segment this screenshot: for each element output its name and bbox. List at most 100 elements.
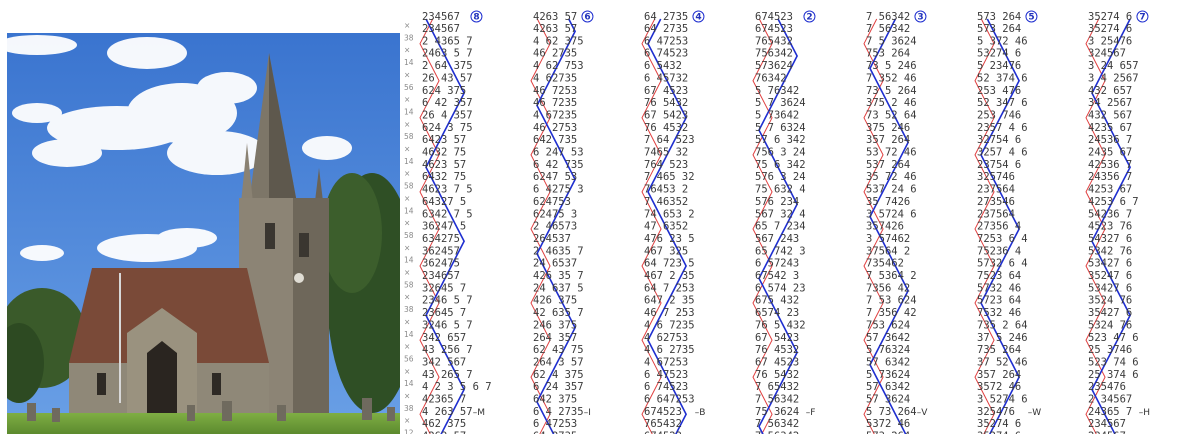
method-row: 735 264 <box>977 344 1021 356</box>
red-line-H <box>1085 18 1106 434</box>
lead-label-V: –V <box>917 408 929 418</box>
method-row: 67 5423 <box>755 332 799 344</box>
method-row: 4 62 753 <box>533 60 584 72</box>
method-row: 6 74523 <box>644 48 688 60</box>
method-row: 64 2735 <box>533 431 577 434</box>
method-row: 67 4523 <box>644 85 688 97</box>
method-row: 23754 6 <box>977 159 1021 171</box>
blue-line-B <box>647 18 687 434</box>
method-row: 53274 6 <box>977 48 1021 60</box>
method-row: 3 5274 6 <box>977 394 1028 406</box>
row-mark: × <box>404 169 410 178</box>
place-circle-M <box>470 10 483 23</box>
method-row: 753 264 <box>866 48 910 60</box>
method-row: 253 476 <box>977 85 1021 97</box>
method-row: 5342 76 <box>1088 245 1132 257</box>
lead-label-M: –M <box>473 408 485 418</box>
row-mark: 12 <box>404 429 414 434</box>
method-row: 735462 <box>866 258 904 270</box>
method-row: 756 3 24 <box>755 147 806 159</box>
method-row: 46 7253 <box>533 85 577 97</box>
method-row: 76 5432 <box>755 369 799 381</box>
method-row: 325746 <box>977 171 1015 183</box>
method-row: 357 264 <box>866 134 910 146</box>
lead-label-B: –B <box>695 408 706 418</box>
method-row: 6 4275 3 <box>533 184 584 196</box>
method-row: 24536 7 <box>1088 134 1132 146</box>
red-line-B <box>641 18 662 434</box>
method-row: 4 6 7235 <box>644 319 695 331</box>
method-row: 674523 <box>755 23 793 35</box>
red-line-F <box>752 18 773 434</box>
method-row: 24 6537 <box>533 258 577 270</box>
row-mark: 58 <box>404 280 414 289</box>
row-mark: × <box>404 194 410 203</box>
row-mark: 14 <box>404 58 414 67</box>
method-row: 324567 <box>1088 48 1126 60</box>
method-row: 573624 <box>755 60 793 72</box>
method-row: 2 4635 7 <box>533 245 584 257</box>
bell-method-diagram: × 38 × 14 × 56 × 14 × 58 × 14 × 58 × 14 × 58 × 14 × 58 × 38 × 14 ×… <box>404 4 1194 434</box>
method-row: 53 72 46 <box>866 147 917 159</box>
method-row: 5 73 264 <box>866 406 917 418</box>
method-row: 6 574 23 <box>755 282 806 294</box>
row-mark: 14 <box>404 379 414 388</box>
lead-label-I: –I <box>584 408 591 418</box>
method-row: 76 4532 <box>644 122 688 134</box>
method-row: 264537 <box>533 233 571 245</box>
method-row: 7 56342 <box>755 431 799 434</box>
method-row: 7 56342 <box>755 418 799 430</box>
method-row: 36247 5 <box>422 221 466 233</box>
method-row: 325476 <box>977 406 1015 418</box>
method-row: 35 7426 <box>866 196 910 208</box>
method-row: 234567 <box>422 23 460 35</box>
method-row: 523 47 6 <box>1088 332 1139 344</box>
method-row: 2463 5 7 <box>422 48 473 60</box>
method-row: 2346 5 7 <box>422 295 473 307</box>
method-row: 3 25476 <box>1088 35 1132 47</box>
red-line-V <box>863 18 884 434</box>
method-row: 7 5364 2 <box>866 270 917 282</box>
row-mark: × <box>404 243 410 252</box>
row-mark: × <box>404 342 410 351</box>
method-row: 6 47523 <box>644 369 688 381</box>
place-number: 7 <box>1139 13 1145 23</box>
method-row: 64327 5 <box>422 196 466 208</box>
row-mark: 38 <box>404 33 414 42</box>
place-circle-V <box>914 10 927 23</box>
method-row: 756342 <box>755 48 793 60</box>
method-row: 26 43 57 <box>422 72 473 84</box>
blue-line-F <box>758 18 798 434</box>
method-row: 462 375 <box>422 418 466 430</box>
method-row: 6 42 735 <box>533 159 584 171</box>
method-row: 7 64 523 <box>644 134 695 146</box>
place-circle-W <box>1025 10 1038 23</box>
place-circle-F <box>803 10 816 23</box>
method-row: 4 62 375 <box>533 35 584 47</box>
method-row: 567 32 4 <box>755 208 806 220</box>
method-row: 576 234 <box>755 196 799 208</box>
method-row: 4632 75 <box>422 147 466 159</box>
method-row: 573 264 <box>866 431 910 434</box>
method-row: 24356 7 <box>1088 171 1132 183</box>
method-row: 624 3 75 <box>422 122 473 134</box>
method-row: 64 2735 <box>644 23 688 35</box>
method-row: 624753 <box>533 196 571 208</box>
method-row: 476 23 5 <box>644 233 695 245</box>
method-row: 25 374 6 <box>1088 369 1139 381</box>
method-row: 35274 6 <box>977 418 1021 430</box>
method-row: 74 653 2 <box>644 208 695 220</box>
method-row: 4 67253 <box>644 356 688 368</box>
method-row: 753 624 <box>866 319 910 331</box>
method-row: 43 265 7 <box>422 369 473 381</box>
method-row: 46 2753 <box>533 122 577 134</box>
method-row: 234567 <box>1088 431 1126 434</box>
method-row: 674523 <box>644 406 682 418</box>
method-row: 3 5724 6 <box>866 208 917 220</box>
method-row: 46 7 253 <box>644 307 695 319</box>
method-row: 375 2 46 <box>866 97 917 109</box>
method-row: 4253 6 7 <box>1088 196 1139 208</box>
method-row: 4 67235 <box>533 109 577 121</box>
method-row: 4 62735 <box>533 72 577 84</box>
method-row: 624 375 <box>422 85 466 97</box>
